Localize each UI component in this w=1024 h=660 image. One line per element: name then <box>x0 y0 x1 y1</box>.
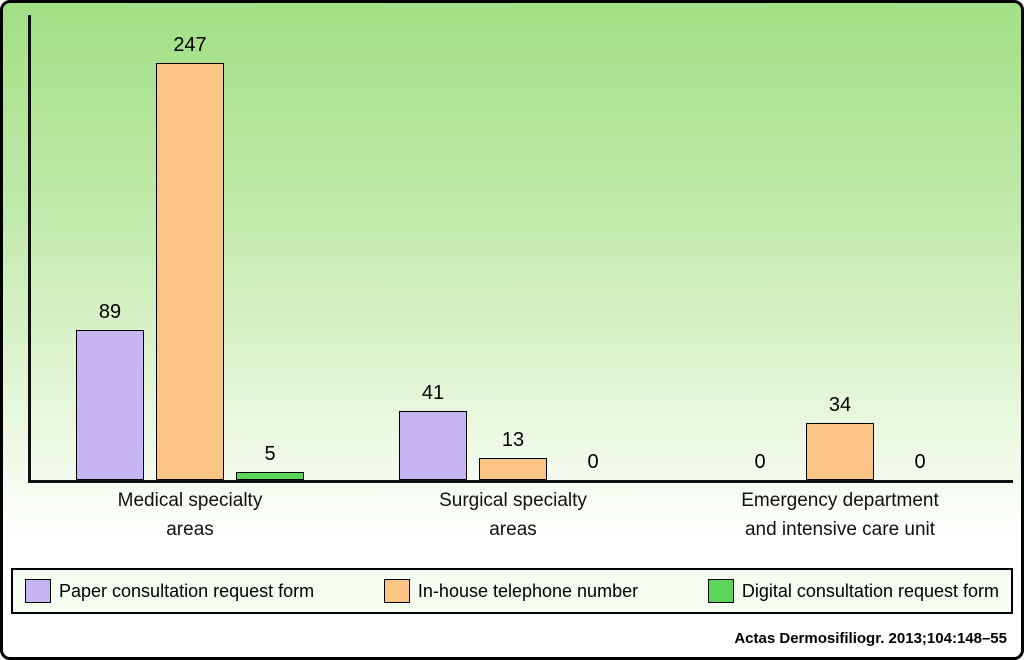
bar <box>806 423 874 480</box>
bar-slot: 34 <box>806 15 874 480</box>
legend-label: Paper consultation request form <box>59 580 315 601</box>
bar-slot: 0 <box>559 15 627 480</box>
bar-slot: 0 <box>726 15 794 480</box>
bar-slot: 13 <box>479 15 547 480</box>
plot-area: 89 247 5 Medical specialty areas 41 13 0 Surgic… <box>28 15 1013 540</box>
legend-item: In-house telephone number <box>383 579 639 603</box>
legend-label: Digital consultation request form <box>741 580 999 601</box>
legend-swatch <box>383 579 410 603</box>
bar <box>156 63 224 480</box>
legend-item: Digital consultation request form <box>707 579 999 603</box>
value-label: 34 <box>828 394 852 416</box>
bar-slot: 89 <box>76 15 144 480</box>
category-label: Emergency department and intensive care … <box>741 490 939 540</box>
bar-slot: 247 <box>156 15 224 480</box>
value-label: 0 <box>587 451 599 473</box>
value-label: 89 <box>98 301 122 323</box>
bar <box>399 411 467 480</box>
legend-item: Paper consultation request form <box>25 579 314 603</box>
category-label: Surgical specialty areas <box>439 490 587 540</box>
bar-slot: 41 <box>399 15 467 480</box>
legend: Paper consultation request form In-house … <box>11 568 1013 614</box>
value-label: 0 <box>914 451 926 473</box>
bar <box>236 472 304 480</box>
value-label: 13 <box>501 429 525 451</box>
bar <box>76 330 144 480</box>
legend-swatch <box>25 579 51 603</box>
legend-label: In-house telephone number <box>417 580 639 601</box>
value-label: 0 <box>754 451 766 473</box>
bar-slot: 0 <box>886 15 954 480</box>
legend-swatch <box>707 579 734 603</box>
value-label: 41 <box>421 382 445 404</box>
bar-slot: 5 <box>236 15 304 480</box>
category-label: Medical specialty areas <box>117 490 263 540</box>
value-label: 5 <box>264 443 276 465</box>
value-label: 247 <box>173 34 207 56</box>
citation: Actas Dermosifiliogr. 2013;104:148–55 <box>734 630 1007 647</box>
bar <box>479 458 547 480</box>
